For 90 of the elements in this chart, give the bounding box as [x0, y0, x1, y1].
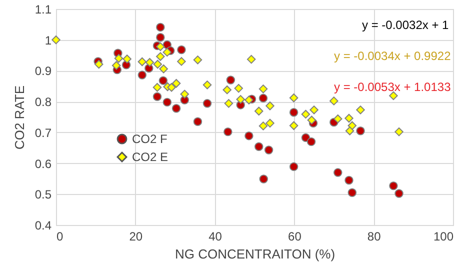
point — [389, 91, 398, 100]
y-tick-label: 1 — [44, 33, 52, 48]
point — [306, 137, 316, 146]
annotation: y = -0.0034x + 0.9922 — [334, 49, 452, 63]
point — [236, 95, 245, 104]
x-axis-title: NG CONCENTRAITON (%) — [174, 246, 336, 262]
point — [172, 104, 181, 113]
point — [301, 110, 310, 119]
point — [333, 114, 342, 124]
point — [156, 42, 165, 52]
point — [356, 106, 365, 114]
point — [259, 174, 268, 184]
point — [389, 181, 398, 190]
x-tick-label: 40 — [208, 230, 222, 244]
point — [266, 102, 274, 110]
point — [172, 78, 181, 88]
y-axis-title: CO2 RATE — [12, 85, 27, 150]
point — [52, 35, 60, 44]
point — [330, 96, 338, 106]
point — [162, 98, 172, 107]
point — [202, 80, 212, 90]
x-tick-label: 60 — [288, 230, 302, 244]
point — [177, 45, 186, 54]
point — [289, 121, 298, 130]
x-tick-label: 100 — [433, 230, 454, 244]
point — [156, 33, 165, 42]
point — [246, 54, 256, 64]
point — [156, 22, 165, 32]
point — [254, 106, 264, 116]
point — [138, 70, 147, 80]
point — [258, 94, 268, 103]
point — [345, 126, 354, 136]
point — [244, 131, 254, 140]
point — [234, 84, 243, 93]
point — [264, 146, 274, 154]
point — [158, 76, 168, 85]
point — [307, 116, 316, 124]
legend-label: CO2 E — [132, 150, 168, 164]
point — [122, 54, 132, 64]
point — [258, 122, 268, 130]
point — [266, 118, 274, 128]
point — [222, 85, 232, 94]
point — [333, 168, 342, 177]
point — [289, 93, 298, 102]
point — [180, 90, 189, 99]
point — [289, 162, 298, 172]
point — [202, 99, 212, 108]
legend-label: CO2 F — [132, 132, 168, 146]
point — [159, 64, 168, 74]
point — [153, 60, 162, 69]
y-tick-label: 0.8 — [34, 95, 52, 110]
point — [152, 92, 162, 101]
y-tick-label: 0.7 — [34, 126, 52, 140]
point — [356, 126, 365, 136]
point — [289, 108, 298, 117]
x-tick-label: 80 — [367, 230, 382, 244]
point — [394, 127, 404, 136]
y-tick-label: 1.1 — [34, 2, 52, 16]
y-tick-label: 0.6 — [34, 156, 52, 171]
point — [156, 52, 165, 61]
point — [138, 57, 147, 66]
point — [145, 58, 154, 67]
point — [162, 48, 172, 57]
annotation: y = -0.0032x + 1 — [362, 18, 450, 32]
point — [348, 121, 357, 130]
point — [344, 176, 354, 185]
x-tick-label: 20 — [129, 230, 143, 244]
point — [94, 60, 104, 69]
point — [167, 83, 176, 92]
point — [224, 127, 232, 136]
x-tick-label: 0 — [56, 230, 64, 244]
point — [114, 54, 124, 63]
y-tick-label: 0.5 — [34, 188, 52, 202]
point — [254, 142, 264, 151]
y-tick-label: 0.9 — [34, 64, 52, 78]
point — [226, 76, 236, 84]
point — [177, 57, 186, 66]
point — [310, 106, 318, 114]
point — [193, 56, 202, 64]
point — [152, 83, 162, 92]
annotation: y = -0.0053x + 1.0133 — [334, 80, 452, 94]
point — [244, 96, 254, 104]
point — [224, 99, 234, 108]
point — [193, 117, 202, 126]
point — [258, 84, 268, 94]
point — [348, 188, 357, 197]
point — [112, 61, 121, 70]
y-tick-label: 0.4 — [34, 218, 52, 232]
point — [394, 189, 404, 198]
point — [344, 114, 354, 123]
